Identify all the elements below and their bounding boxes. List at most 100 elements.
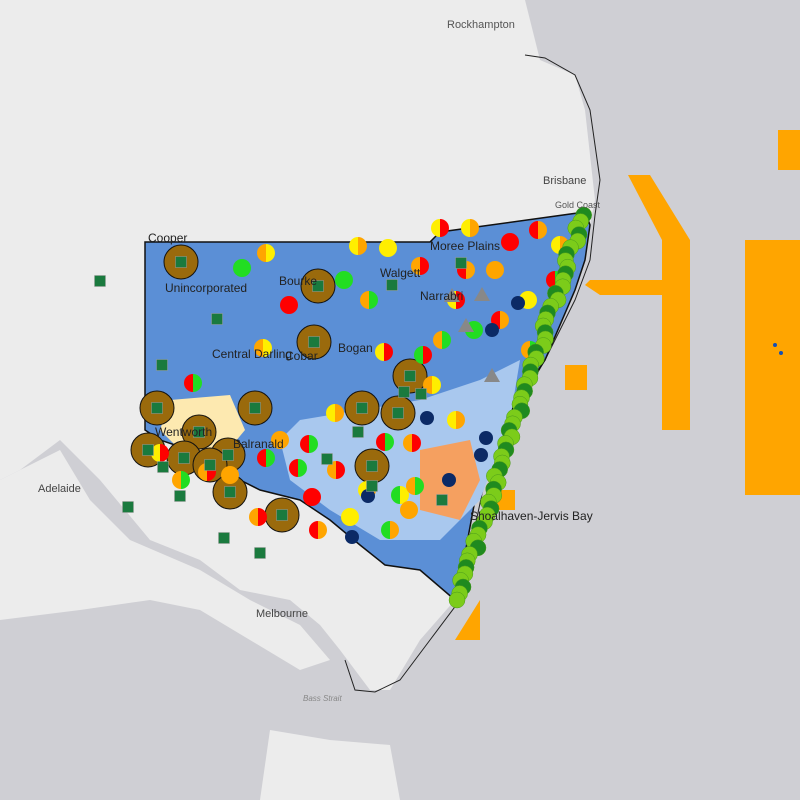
navy-site-marker[interactable] (485, 323, 499, 337)
status-marker-right[interactable] (385, 433, 394, 451)
status-marker-right[interactable] (181, 471, 190, 489)
site-square-marker[interactable] (174, 490, 186, 502)
status-marker-right[interactable] (350, 508, 359, 526)
site-square-marker[interactable] (94, 275, 106, 287)
status-marker-left[interactable] (249, 508, 258, 526)
site-square-marker[interactable] (356, 402, 368, 414)
site-square-marker[interactable] (204, 459, 216, 471)
status-marker-left[interactable] (551, 236, 560, 254)
status-marker-right[interactable] (266, 244, 275, 262)
status-marker-left[interactable] (360, 291, 369, 309)
navy-site-marker[interactable] (361, 489, 375, 503)
site-square-marker[interactable] (218, 532, 230, 544)
status-marker-right[interactable] (420, 257, 429, 275)
site-square-marker[interactable] (276, 509, 288, 521)
site-square-marker[interactable] (193, 426, 205, 438)
site-square-marker[interactable] (455, 257, 467, 269)
status-marker-right[interactable] (335, 404, 344, 422)
site-square-marker[interactable] (249, 402, 261, 414)
site-square-marker[interactable] (398, 386, 410, 398)
status-marker-right[interactable] (409, 501, 418, 519)
status-marker-left[interactable] (257, 244, 266, 262)
navy-site-marker[interactable] (345, 530, 359, 544)
status-marker-right[interactable] (336, 461, 345, 479)
status-marker-left[interactable] (447, 411, 456, 429)
status-marker-left[interactable] (375, 343, 384, 361)
status-marker-left[interactable] (289, 459, 298, 477)
status-marker-right[interactable] (470, 219, 479, 237)
site-square-marker[interactable] (175, 256, 187, 268)
site-square-marker[interactable] (224, 486, 236, 498)
site-square-marker[interactable] (366, 480, 378, 492)
status-marker-left[interactable] (379, 239, 388, 257)
status-marker-right[interactable] (230, 466, 239, 484)
status-marker-right[interactable] (309, 435, 318, 453)
status-marker-left[interactable] (486, 261, 495, 279)
status-marker-right[interactable] (474, 321, 483, 339)
status-marker-right[interactable] (390, 521, 399, 539)
coastal-site-marker[interactable] (448, 591, 466, 609)
status-marker-left[interactable] (335, 271, 344, 289)
status-marker-left[interactable] (431, 219, 440, 237)
site-square-marker[interactable] (366, 460, 378, 472)
status-marker-right[interactable] (440, 219, 449, 237)
status-marker-left[interactable] (280, 296, 289, 314)
site-square-marker[interactable] (178, 452, 190, 464)
status-marker-right[interactable] (358, 237, 367, 255)
site-square-marker[interactable] (415, 388, 427, 400)
status-marker-right[interactable] (160, 444, 169, 462)
status-marker-left[interactable] (254, 339, 263, 357)
site-square-marker[interactable] (156, 359, 168, 371)
status-marker-left[interactable] (381, 521, 390, 539)
status-marker-right[interactable] (318, 521, 327, 539)
navy-site-marker[interactable] (479, 431, 493, 445)
status-marker-left[interactable] (303, 488, 312, 506)
navy-site-marker[interactable] (442, 473, 456, 487)
status-marker-left[interactable] (257, 449, 266, 467)
status-marker-right[interactable] (258, 508, 267, 526)
site-square-marker[interactable] (122, 501, 134, 513)
status-marker-left[interactable] (326, 404, 335, 422)
status-marker-left[interactable] (400, 501, 409, 519)
status-marker-right[interactable] (298, 459, 307, 477)
site-square-marker[interactable] (142, 444, 154, 456)
status-marker-left[interactable] (271, 431, 280, 449)
status-marker-left[interactable] (233, 259, 242, 277)
triangle-marker[interactable] (458, 318, 474, 332)
site-square-marker[interactable] (312, 280, 324, 292)
triangle-marker[interactable] (484, 368, 500, 382)
status-marker-left[interactable] (411, 257, 420, 275)
status-marker-right[interactable] (280, 431, 289, 449)
status-marker-left[interactable] (433, 331, 442, 349)
status-marker-right[interactable] (289, 296, 298, 314)
status-marker-right[interactable] (193, 374, 202, 392)
status-marker-right[interactable] (495, 261, 504, 279)
status-marker-left[interactable] (221, 466, 230, 484)
status-marker-right[interactable] (528, 291, 537, 309)
site-square-marker[interactable] (404, 370, 416, 382)
status-marker-left[interactable] (172, 471, 181, 489)
status-marker-left[interactable] (349, 237, 358, 255)
status-marker-left[interactable] (461, 219, 470, 237)
status-marker-right[interactable] (400, 486, 409, 504)
navy-site-marker[interactable] (420, 411, 434, 425)
status-marker-right[interactable] (266, 449, 275, 467)
triangle-marker[interactable] (474, 287, 490, 301)
status-marker-right[interactable] (442, 331, 451, 349)
status-marker-left[interactable] (546, 271, 555, 289)
site-square-marker[interactable] (151, 402, 163, 414)
status-marker-left[interactable] (391, 486, 400, 504)
site-square-marker[interactable] (157, 461, 169, 473)
site-square-marker[interactable] (386, 279, 398, 291)
status-marker-right[interactable] (432, 376, 441, 394)
status-marker-left[interactable] (341, 508, 350, 526)
status-marker-right[interactable] (344, 271, 353, 289)
status-marker-right[interactable] (500, 311, 509, 329)
status-marker-right[interactable] (312, 488, 321, 506)
navy-site-marker[interactable] (511, 296, 525, 310)
status-marker-right[interactable] (423, 346, 432, 364)
site-square-marker[interactable] (308, 336, 320, 348)
status-marker-right[interactable] (263, 339, 272, 357)
status-marker-right[interactable] (456, 291, 465, 309)
